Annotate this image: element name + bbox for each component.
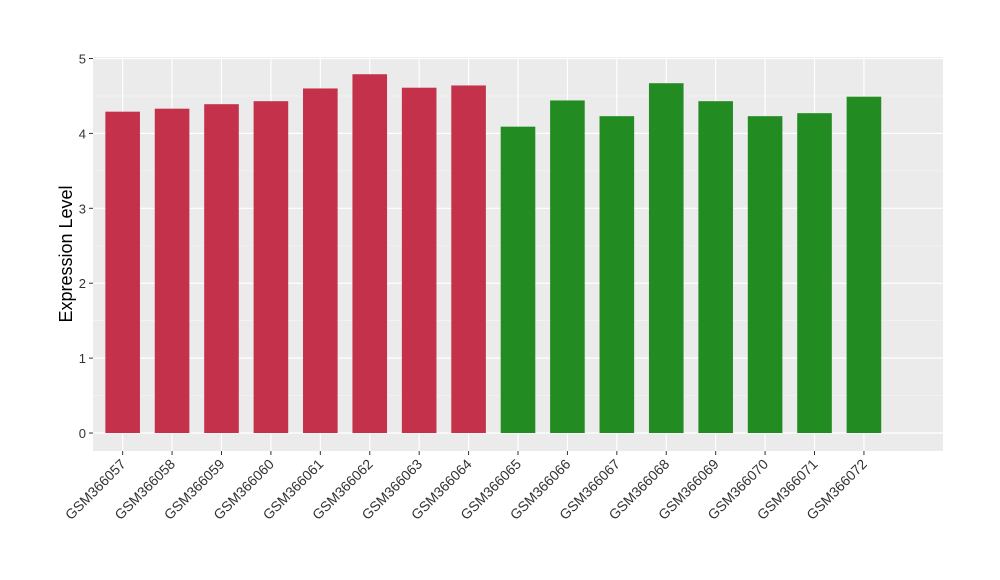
- bar: [401, 87, 437, 434]
- bar: [253, 101, 289, 434]
- bar: [105, 111, 140, 434]
- bar: [648, 83, 684, 434]
- bar: [451, 85, 486, 434]
- y-tick-label: 0: [79, 426, 86, 441]
- bar: [797, 113, 832, 434]
- bar: [747, 116, 783, 434]
- bar: [204, 104, 239, 434]
- bar: [550, 100, 585, 434]
- bar: [500, 126, 536, 434]
- y-tick-label: 1: [79, 351, 86, 366]
- bar: [846, 96, 882, 434]
- y-tick-label: 5: [79, 51, 86, 66]
- bar: [154, 108, 190, 434]
- bar: [599, 116, 635, 434]
- y-axis-label: Expression Level: [56, 185, 76, 322]
- bar: [352, 74, 388, 434]
- y-tick-label: 3: [79, 201, 86, 216]
- y-tick-label: 4: [79, 126, 86, 141]
- y-tick-label: 2: [79, 276, 86, 291]
- bar: [303, 88, 338, 434]
- bar: [698, 101, 733, 434]
